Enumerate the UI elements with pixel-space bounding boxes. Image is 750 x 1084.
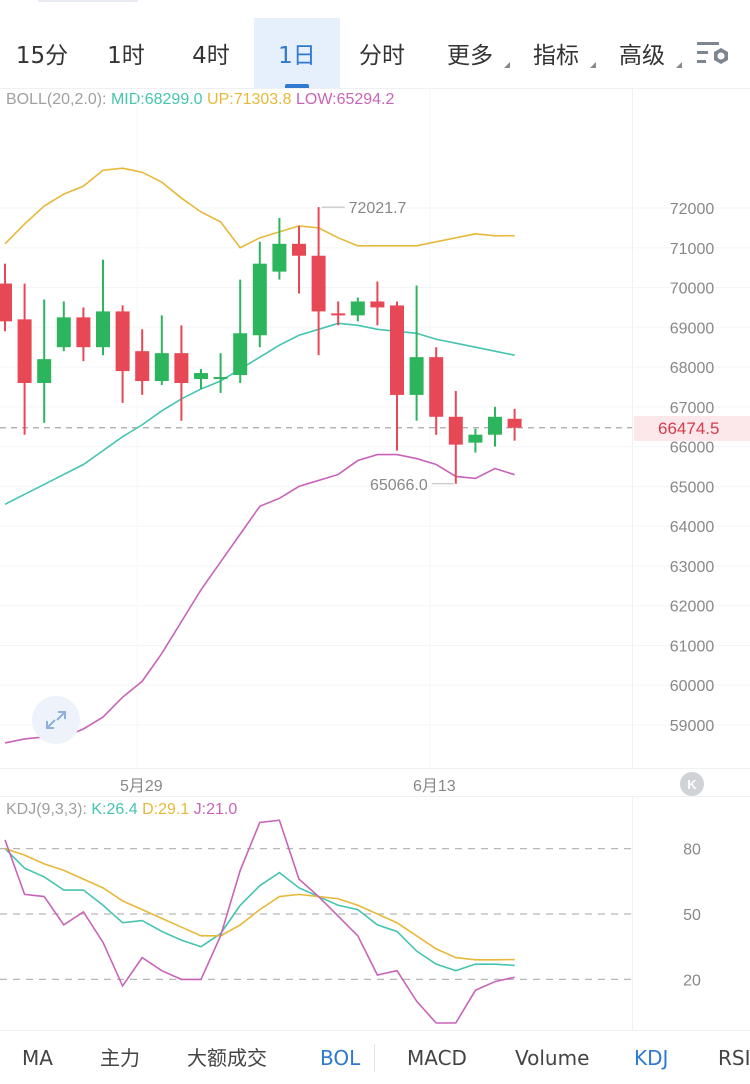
indicator-tab-volume[interactable]: Volume	[515, 1046, 590, 1070]
indicator-tab-large-trades[interactable]: 大额成交	[187, 1046, 267, 1070]
axis-divider	[632, 88, 633, 768]
tab-timeshare[interactable]: 分时	[359, 43, 405, 69]
svg-text:70000: 70000	[670, 281, 715, 298]
svg-text:68000: 68000	[670, 360, 715, 377]
indicator-tab-ma[interactable]: MA	[22, 1046, 53, 1070]
indicator-tab-kdj[interactable]: KDJ	[634, 1046, 669, 1070]
separator	[0, 768, 750, 769]
chart-settings-button[interactable]	[695, 38, 735, 70]
svg-text:65000: 65000	[670, 479, 715, 496]
tab-advanced[interactable]: 高级	[604, 18, 682, 88]
svg-text:61000: 61000	[670, 638, 715, 655]
boll-legend: BOLL(20,2.0): MID:68299.0 UP:71303.8 LOW…	[6, 91, 395, 108]
svg-text:59000: 59000	[670, 718, 715, 735]
separator	[0, 1030, 750, 1031]
indicator-tabs: MA 主力 大额成交 BOL MACD Volume KDJ RSI	[0, 1040, 750, 1080]
tab-indicators[interactable]: 指标	[518, 18, 596, 88]
svg-text:69000: 69000	[670, 320, 715, 337]
kdj-legend: KDJ(9,3,3): K:26.4 D:29.1 J:21.0	[6, 801, 238, 818]
dropdown-caret-icon	[590, 62, 596, 68]
svg-text:20: 20	[683, 972, 701, 989]
svg-text:71000: 71000	[670, 241, 715, 258]
svg-text:72021.7: 72021.7	[349, 200, 407, 217]
scroll-to-latest-button[interactable]: K	[680, 772, 704, 796]
indicator-tab-macd[interactable]: MACD	[407, 1046, 467, 1070]
chart-settings-icon	[697, 42, 728, 64]
svg-text:72000: 72000	[670, 201, 715, 218]
last-price-tag: 66474.5	[634, 416, 750, 441]
x-label: 6月13	[413, 778, 456, 795]
tab-1h[interactable]: 1时	[107, 43, 145, 69]
top-strip	[0, 0, 750, 18]
svg-text:62000: 62000	[670, 599, 715, 616]
x-label: 5月29	[120, 778, 163, 795]
chevron-left-icon: K	[687, 776, 697, 792]
svg-text:60000: 60000	[670, 678, 715, 695]
tab-more[interactable]: 更多	[432, 18, 510, 88]
tab-1d[interactable]: 1日	[254, 18, 340, 88]
drag-handle	[38, 0, 138, 2]
svg-text:67000: 67000	[670, 400, 715, 417]
tab-4h[interactable]: 4时	[192, 43, 230, 69]
tab-separator	[374, 1044, 375, 1072]
expand-chart-button[interactable]	[32, 696, 80, 744]
indicator-tab-main-force[interactable]: 主力	[100, 1046, 140, 1070]
active-indicator	[285, 84, 309, 88]
separator	[0, 796, 750, 797]
svg-text:64000: 64000	[670, 519, 715, 536]
tab-15m[interactable]: 15分	[15, 43, 69, 69]
expand-icon	[46, 711, 66, 729]
period-tabs: 15分 1时 4时 1日 分时 更多 指标 高级	[0, 18, 750, 88]
dropdown-caret-icon	[676, 62, 682, 68]
separator	[0, 88, 750, 89]
svg-text:50: 50	[683, 907, 701, 924]
svg-text:66000: 66000	[670, 440, 715, 457]
indicator-tab-bol[interactable]: BOL	[320, 1046, 361, 1070]
svg-text:80: 80	[683, 842, 701, 859]
svg-text:65066.0: 65066.0	[370, 477, 428, 494]
indicator-tab-rsi[interactable]: RSI	[718, 1046, 750, 1070]
axis-divider	[632, 796, 633, 1031]
svg-text:63000: 63000	[670, 559, 715, 576]
dropdown-caret-icon	[504, 62, 510, 68]
candlestick-chart[interactable]: 59000 60000 61000 62000 63000 64000 65000 66000…	[0, 0, 750, 770]
